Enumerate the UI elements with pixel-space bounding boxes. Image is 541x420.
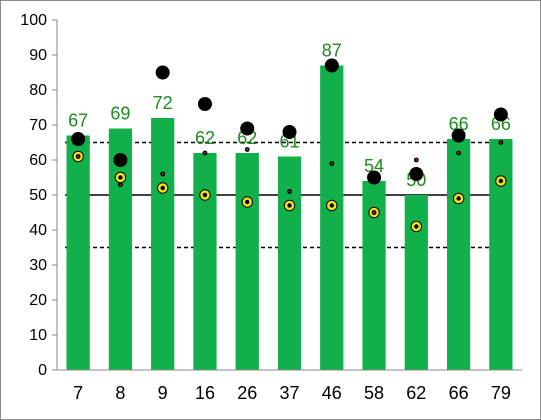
large-black-marker <box>155 65 170 80</box>
y-tick-label: 0 <box>38 362 47 379</box>
x-tick-label: 8 <box>115 383 125 403</box>
x-tick-label: 26 <box>237 383 257 403</box>
y-tick-label: 40 <box>29 222 47 239</box>
y-tick-label: 50 <box>29 187 47 204</box>
y-tick-label: 70 <box>29 117 47 134</box>
x-tick-label: 37 <box>279 383 299 403</box>
x-tick-label: 46 <box>322 383 342 403</box>
x-tick-label: 79 <box>491 383 511 403</box>
bar-value-label: 54 <box>364 156 384 176</box>
y-tick-label: 60 <box>29 152 47 169</box>
x-axis: 7 8 9 16 26 37 46 58 62 66 79 <box>73 383 511 403</box>
large-black-marker <box>113 153 128 167</box>
large-black-marker <box>367 170 382 185</box>
large-black-marker <box>197 97 212 111</box>
small-marker-center <box>457 152 460 154</box>
bar <box>193 153 217 370</box>
large-black-marker <box>71 132 86 146</box>
ring-marker-center <box>160 185 165 191</box>
bar <box>362 181 386 370</box>
y-tick-label: 80 <box>29 82 47 99</box>
ring-marker-center <box>329 203 334 208</box>
bar-value-label: 69 <box>110 104 130 124</box>
x-tick-label: 62 <box>406 383 426 403</box>
y-tick-label: 90 <box>29 47 47 64</box>
y-tick-label: 20 <box>29 292 47 309</box>
large-black-marker <box>240 121 255 136</box>
bar <box>446 139 471 370</box>
ring-marker-center <box>245 199 250 205</box>
bar <box>320 65 344 370</box>
ring-marker-center <box>118 175 123 180</box>
small-marker-center <box>415 159 418 161</box>
small-marker-center <box>203 152 206 154</box>
small-marker-center <box>373 211 376 214</box>
x-tick-label: 7 <box>73 383 83 403</box>
large-black-marker <box>493 107 508 122</box>
bar-value-label: 66 <box>449 114 469 134</box>
bar <box>277 156 302 370</box>
x-tick-label: 58 <box>364 383 384 403</box>
bar <box>489 139 513 370</box>
bar-value-label: 72 <box>153 93 173 113</box>
small-marker-center <box>330 162 333 165</box>
bars <box>66 65 513 370</box>
large-black-marker <box>409 167 424 181</box>
ring-marker-center <box>498 178 504 184</box>
large-black-marker <box>282 125 297 139</box>
bar-value-label: 87 <box>322 41 342 61</box>
bar <box>151 118 175 370</box>
small-marker-center <box>77 155 80 158</box>
bar <box>235 153 259 370</box>
bar <box>66 135 90 370</box>
ring-marker-center <box>287 203 292 208</box>
small-marker-center <box>119 183 122 186</box>
axes <box>56 20 522 371</box>
y-tick-label: 100 <box>20 12 47 29</box>
small-marker-center <box>499 141 502 144</box>
large-black-marker <box>451 128 466 143</box>
x-tick-label: 66 <box>449 383 469 403</box>
y-axis: 0 10 20 30 40 50 60 70 80 90 100 <box>20 12 57 379</box>
ring-marker-center <box>456 196 461 201</box>
scatter-markers <box>71 58 508 233</box>
small-marker-center <box>288 190 291 193</box>
small-marker-center <box>246 148 249 151</box>
x-tick-label: 16 <box>195 383 215 403</box>
y-tick-label: 30 <box>29 257 47 274</box>
bar-value-label: 62 <box>195 128 215 148</box>
ring-marker-center <box>414 224 419 229</box>
ring-marker-center <box>202 192 208 198</box>
small-marker-center <box>161 173 164 175</box>
bar <box>108 128 133 370</box>
bar <box>404 195 428 370</box>
large-black-marker <box>324 58 339 73</box>
y-tick-label: 10 <box>29 327 47 344</box>
x-tick-label: 9 <box>158 383 168 403</box>
bar-value-label: 67 <box>68 111 88 131</box>
